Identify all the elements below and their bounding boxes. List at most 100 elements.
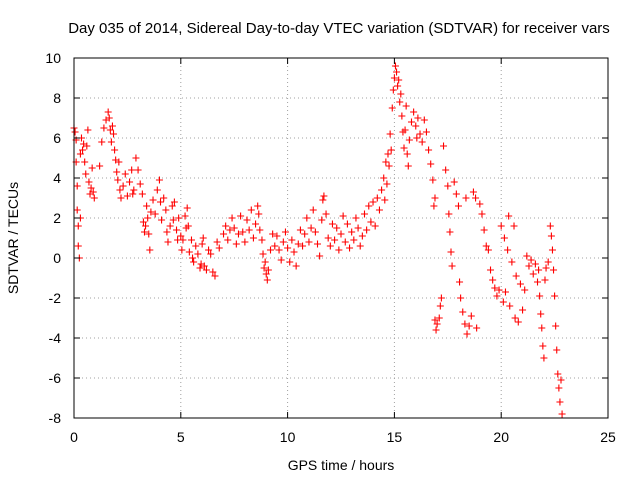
data-point	[149, 196, 157, 204]
data-point	[143, 202, 151, 210]
data-point	[478, 210, 486, 218]
data-point	[383, 180, 391, 188]
data-point	[200, 262, 208, 270]
data-point	[508, 258, 516, 266]
x-tick-label: 5	[177, 429, 185, 445]
data-point	[320, 192, 328, 200]
data-point	[537, 310, 545, 318]
y-tick-label: 10	[45, 50, 61, 66]
data-point	[465, 322, 473, 330]
data-point	[387, 146, 395, 154]
data-point	[511, 314, 519, 322]
data-point	[401, 126, 409, 134]
data-point	[87, 184, 95, 192]
data-point	[519, 306, 527, 314]
data-point	[169, 216, 177, 224]
data-point	[168, 202, 176, 210]
data-point	[393, 68, 401, 76]
data-point	[346, 244, 354, 252]
data-point	[380, 174, 388, 182]
data-point	[139, 218, 147, 226]
data-point	[489, 276, 497, 284]
data-point	[194, 250, 202, 258]
data-point	[170, 198, 178, 206]
x-tick-label: 20	[493, 429, 509, 445]
data-point	[405, 136, 413, 144]
data-point	[115, 158, 123, 166]
data-point	[130, 186, 138, 194]
data-point	[555, 384, 563, 392]
data-point	[111, 146, 119, 154]
data-point	[360, 210, 368, 218]
data-point	[259, 250, 267, 258]
data-point	[487, 266, 495, 274]
data-point	[352, 214, 360, 222]
data-point	[510, 222, 518, 230]
y-tick-label: -4	[49, 330, 62, 346]
data-point	[258, 236, 266, 244]
data-point	[448, 262, 456, 270]
data-point	[531, 260, 539, 268]
data-point	[429, 176, 437, 184]
data-point	[391, 62, 399, 70]
data-point	[279, 238, 287, 246]
data-point	[88, 164, 96, 172]
data-point	[554, 370, 562, 378]
data-point	[153, 186, 161, 194]
data-point	[166, 222, 174, 230]
data-point	[541, 276, 549, 284]
data-point	[113, 168, 121, 176]
data-point	[535, 266, 543, 274]
data-point	[394, 82, 402, 90]
data-point	[146, 246, 154, 254]
data-point	[514, 318, 522, 326]
data-point	[96, 162, 104, 170]
data-point	[523, 252, 531, 260]
data-point	[207, 250, 215, 258]
data-point	[378, 186, 386, 194]
data-point	[418, 138, 426, 146]
data-point	[457, 294, 465, 302]
data-point	[117, 194, 125, 202]
data-point	[74, 222, 82, 230]
data-point	[385, 162, 393, 170]
data-point	[337, 230, 345, 238]
data-point	[382, 158, 390, 166]
data-point	[333, 224, 341, 232]
data-point	[288, 236, 296, 244]
data-point	[553, 346, 561, 354]
data-point	[316, 252, 324, 260]
data-point	[74, 242, 82, 250]
data-point	[129, 190, 137, 198]
data-point	[430, 202, 438, 210]
y-tick-label: 0	[53, 250, 61, 266]
data-point	[556, 398, 564, 406]
data-point	[178, 246, 186, 254]
data-point	[314, 240, 322, 248]
data-point	[105, 114, 113, 122]
data-point	[100, 124, 108, 132]
data-point	[222, 222, 230, 230]
y-axis-label: SDTVAR / TECUs	[5, 182, 21, 294]
data-point	[400, 144, 408, 152]
data-point	[175, 214, 183, 222]
data-point	[454, 202, 462, 210]
data-point	[431, 194, 439, 202]
data-point	[209, 268, 217, 276]
data-point	[226, 226, 234, 234]
data-point	[432, 326, 440, 334]
data-point	[85, 178, 93, 186]
x-axis-label: GPS time / hours	[288, 457, 395, 473]
data-point	[179, 236, 187, 244]
data-point	[134, 166, 142, 174]
data-point	[493, 292, 501, 300]
data-point	[145, 230, 153, 238]
data-point	[155, 176, 163, 184]
data-point	[467, 312, 475, 320]
data-point	[538, 324, 546, 332]
data-point	[98, 138, 106, 146]
data-point	[126, 178, 134, 186]
data-point	[373, 194, 381, 202]
data-point	[243, 216, 251, 224]
data-point	[267, 246, 275, 254]
